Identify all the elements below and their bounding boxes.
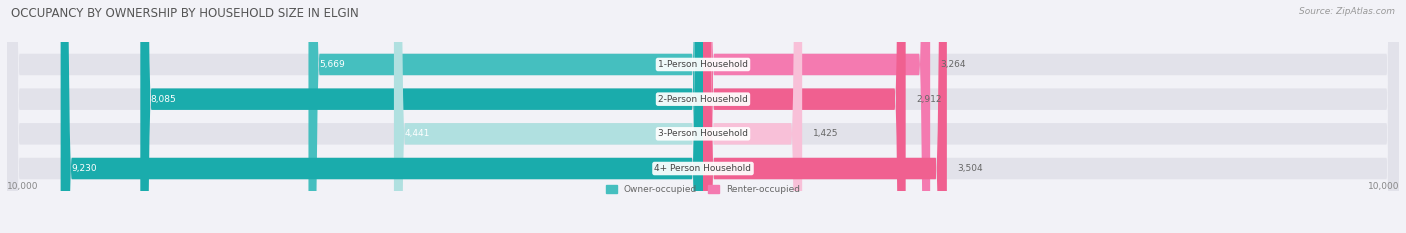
FancyBboxPatch shape — [308, 0, 703, 233]
Text: 10,000: 10,000 — [1368, 182, 1399, 191]
Text: 3,264: 3,264 — [941, 60, 966, 69]
FancyBboxPatch shape — [394, 0, 703, 233]
Legend: Owner-occupied, Renter-occupied: Owner-occupied, Renter-occupied — [606, 185, 800, 194]
Text: 5,669: 5,669 — [319, 60, 344, 69]
FancyBboxPatch shape — [703, 0, 931, 233]
FancyBboxPatch shape — [60, 0, 703, 233]
Text: 3-Person Household: 3-Person Household — [658, 129, 748, 138]
Text: Source: ZipAtlas.com: Source: ZipAtlas.com — [1299, 7, 1395, 16]
Text: 8,085: 8,085 — [150, 95, 177, 104]
Text: 9,230: 9,230 — [72, 164, 97, 173]
FancyBboxPatch shape — [7, 0, 1399, 233]
Text: 1-Person Household: 1-Person Household — [658, 60, 748, 69]
Text: 10,000: 10,000 — [7, 182, 38, 191]
Text: 3,504: 3,504 — [957, 164, 983, 173]
FancyBboxPatch shape — [7, 0, 1399, 233]
FancyBboxPatch shape — [7, 0, 1399, 233]
FancyBboxPatch shape — [7, 0, 1399, 233]
Text: 2,912: 2,912 — [917, 95, 942, 104]
Text: 2-Person Household: 2-Person Household — [658, 95, 748, 104]
Text: 4+ Person Household: 4+ Person Household — [655, 164, 751, 173]
FancyBboxPatch shape — [141, 0, 703, 233]
Text: 4,441: 4,441 — [405, 129, 430, 138]
FancyBboxPatch shape — [703, 0, 803, 233]
FancyBboxPatch shape — [703, 0, 905, 233]
Text: OCCUPANCY BY OWNERSHIP BY HOUSEHOLD SIZE IN ELGIN: OCCUPANCY BY OWNERSHIP BY HOUSEHOLD SIZE… — [11, 7, 359, 20]
FancyBboxPatch shape — [703, 0, 946, 233]
Text: 1,425: 1,425 — [813, 129, 838, 138]
